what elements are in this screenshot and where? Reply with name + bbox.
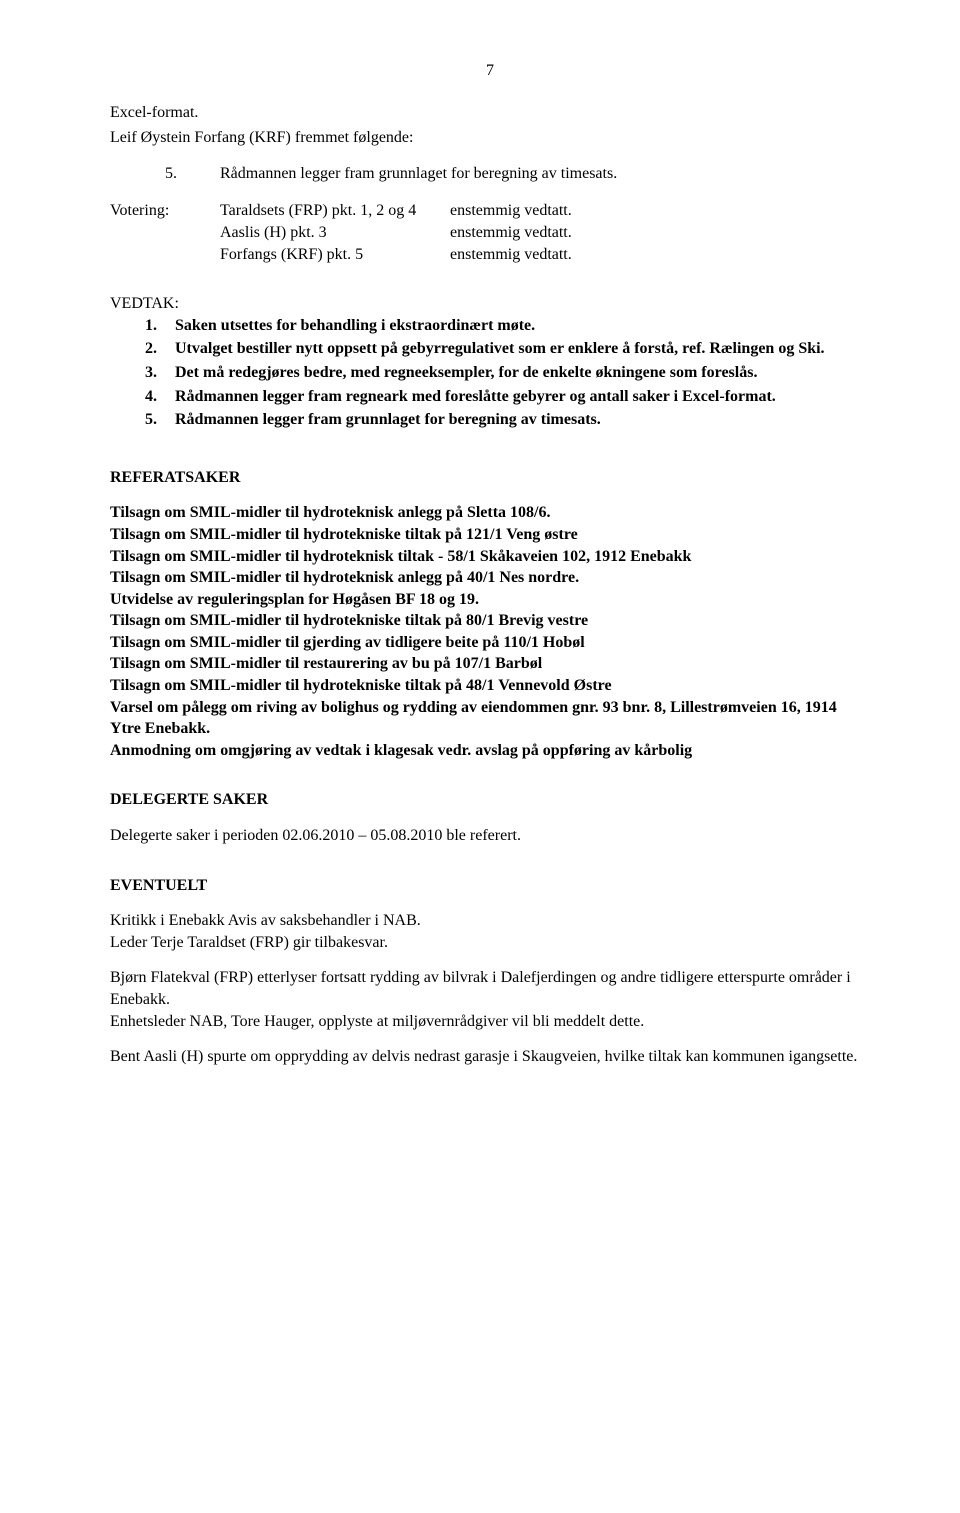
vedtak-text: Rådmannen legger fram regneark med fores…	[175, 386, 870, 408]
intro-line-2: Leif Øystein Forfang (KRF) fremmet følge…	[110, 127, 870, 149]
vedtak-text: Utvalget bestiller nytt oppsett på gebyr…	[175, 338, 870, 360]
vedtak-item: 2. Utvalget bestiller nytt oppsett på ge…	[110, 338, 870, 360]
voting-label: Votering:	[110, 200, 220, 222]
eventuelt-block1a: Kritikk i Enebakk Avis av saksbehandler …	[110, 910, 870, 932]
voting-result: enstemmig vedtatt.	[450, 244, 870, 266]
voting-party: Aaslis (H) pkt. 3	[220, 222, 450, 244]
delegerte-heading: DELEGERTE SAKER	[110, 789, 870, 811]
voting-party: Forfangs (KRF) pkt. 5	[220, 244, 450, 266]
referat-line: Tilsagn om SMIL-midler til hydrotekniske…	[110, 610, 870, 632]
proposal-item: 5. Rådmannen legger fram grunnlaget for …	[110, 163, 870, 185]
voting-label-empty	[110, 222, 220, 244]
referat-line: Tilsagn om SMIL-midler til gjerding av t…	[110, 632, 870, 654]
vedtak-text: Det må redegjøres bedre, med regneeksemp…	[175, 362, 870, 384]
eventuelt-block1b: Leder Terje Taraldset (FRP) gir tilbakes…	[110, 932, 870, 954]
referat-line: Anmodning om omgjøring av vedtak i klage…	[110, 740, 870, 762]
voting-result: enstemmig vedtatt.	[450, 222, 870, 244]
referat-line: Tilsagn om SMIL-midler til hydroteknisk …	[110, 502, 870, 524]
referat-line: Tilsagn om SMIL-midler til hydrotekniske…	[110, 524, 870, 546]
vedtak-text: Rådmannen legger fram grunnlaget for ber…	[175, 409, 870, 431]
referat-line: Tilsagn om SMIL-midler til restaurering …	[110, 653, 870, 675]
referatsaker-heading: REFERATSAKER	[110, 467, 870, 489]
proposal-item-text: Rådmannen legger fram grunnlaget for ber…	[220, 163, 870, 185]
vedtak-item: 4. Rådmannen legger fram regneark med fo…	[110, 386, 870, 408]
eventuelt-block2b: Enhetsleder NAB, Tore Hauger, opplyste a…	[110, 1011, 870, 1033]
vedtak-num: 2.	[110, 338, 175, 360]
referat-line: Tilsagn om SMIL-midler til hydroteknisk …	[110, 567, 870, 589]
eventuelt-block2a: Bjørn Flatekval (FRP) etterlyser fortsat…	[110, 967, 870, 1010]
vedtak-item: 1. Saken utsettes for behandling i ekstr…	[110, 315, 870, 337]
voting-label-empty	[110, 244, 220, 266]
vedtak-item: 5. Rådmannen legger fram grunnlaget for …	[110, 409, 870, 431]
vedtak-num: 5.	[110, 409, 175, 431]
intro-line-1: Excel-format.	[110, 102, 870, 124]
proposal-item-num: 5.	[110, 163, 220, 185]
referat-line: Utvidelse av reguleringsplan for Høgåsen…	[110, 589, 870, 611]
vedtak-num: 4.	[110, 386, 175, 408]
vedtak-heading: VEDTAK:	[110, 293, 870, 315]
vedtak-item: 3. Det må redegjøres bedre, med regneeks…	[110, 362, 870, 384]
page-number: 7	[110, 60, 870, 82]
voting-block: Votering: Taraldsets (FRP) pkt. 1, 2 og …	[110, 200, 870, 265]
delegerte-text: Delegerte saker i perioden 02.06.2010 – …	[110, 825, 870, 847]
vedtak-num: 1.	[110, 315, 175, 337]
referat-line: Tilsagn om SMIL-midler til hydrotekniske…	[110, 675, 870, 697]
voting-party: Taraldsets (FRP) pkt. 1, 2 og 4	[220, 200, 450, 222]
referat-line: Tilsagn om SMIL-midler til hydroteknisk …	[110, 546, 870, 568]
voting-result: enstemmig vedtatt.	[450, 200, 870, 222]
eventuelt-heading: EVENTUELT	[110, 875, 870, 897]
eventuelt-block3: Bent Aasli (H) spurte om opprydding av d…	[110, 1046, 870, 1068]
vedtak-text: Saken utsettes for behandling i ekstraor…	[175, 315, 870, 337]
referat-line: Varsel om pålegg om riving av bolighus o…	[110, 697, 870, 740]
vedtak-num: 3.	[110, 362, 175, 384]
